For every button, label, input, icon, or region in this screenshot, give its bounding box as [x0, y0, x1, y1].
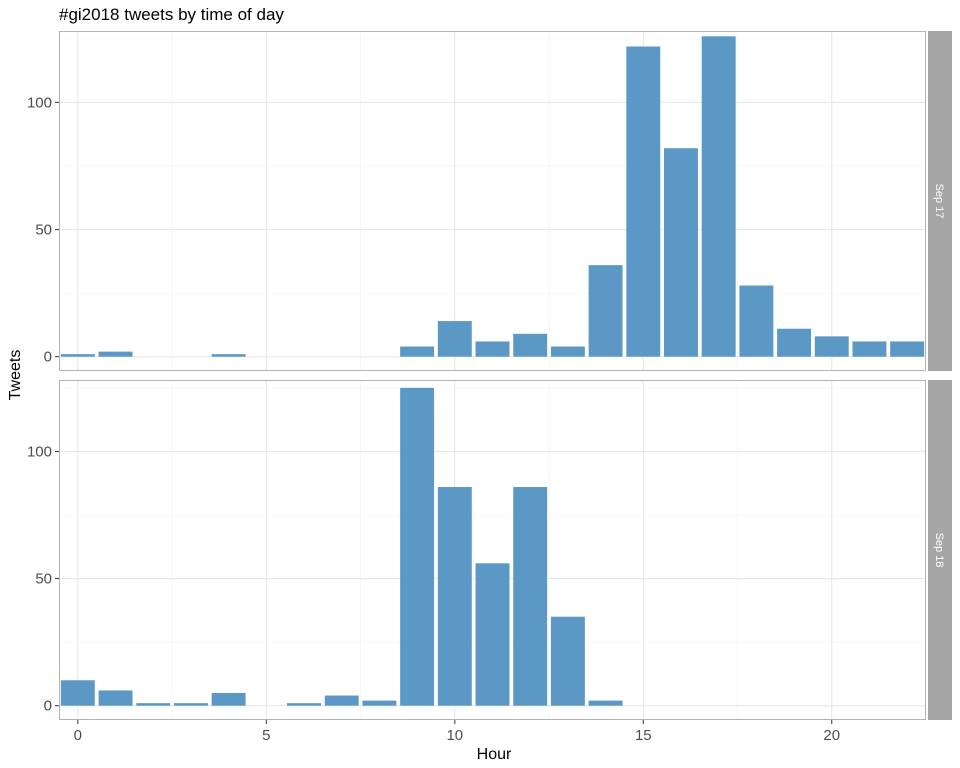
bar-sep-18-hour-3	[173, 703, 208, 706]
bar-sep-18-hour-4	[211, 692, 246, 706]
facet-panel-1: 0 50 100 Sep 17	[27, 31, 952, 371]
bar-sep-18-hour-11	[475, 563, 510, 706]
bar-sep-17-hour-15	[626, 46, 661, 357]
bar-sep-17-hour-17	[701, 36, 736, 357]
y-axis-title: Tweets	[7, 350, 24, 401]
bar-sep-17-hour-22	[890, 341, 925, 357]
bar-sep-17-hour-11	[475, 341, 510, 357]
bar-sep-17-hour-20	[814, 336, 849, 357]
bar-sep-17-hour-13	[550, 346, 585, 357]
y-tick-label: 100	[27, 94, 52, 111]
facet-strip	[928, 31, 952, 371]
x-tick-label: 20	[823, 727, 840, 744]
x-axis-ticks: 0 5 10 15 20	[74, 720, 840, 744]
facet-strip-label: Sep 18	[933, 533, 945, 568]
panel-border	[59, 380, 926, 720]
bar-sep-17-hour-9	[400, 346, 435, 357]
bar-sep-17-hour-18	[739, 285, 774, 357]
bar-sep-18-hour-1	[98, 690, 133, 706]
bar-sep-18-hour-14	[588, 700, 623, 706]
bar-sep-17-hour-21	[852, 341, 887, 357]
facet-panel-2: 0 50 100 Sep 18	[27, 380, 952, 720]
bar-sep-17-hour-16	[664, 148, 698, 357]
chart-title: #gi2018 tweets by time of day	[59, 5, 284, 24]
bar-sep-17-hour-4	[211, 354, 246, 357]
bar-sep-18-hour-2	[136, 703, 171, 706]
x-axis-title: Hour	[477, 746, 512, 763]
bar-sep-18-hour-10	[437, 487, 472, 706]
bar-sep-17-hour-1	[98, 351, 133, 357]
x-tick-label: 10	[446, 727, 463, 744]
y-tick-label: 100	[27, 443, 52, 460]
x-tick-label: 15	[635, 727, 652, 744]
bar-sep-17-hour-10	[437, 321, 472, 357]
y-tick-label: 0	[44, 698, 52, 715]
bar-sep-18-hour-13	[550, 616, 585, 706]
y-tick-label: 50	[35, 571, 52, 588]
bar-sep-18-hour-0	[60, 680, 95, 706]
bar-sep-17-hour-19	[777, 328, 812, 357]
y-tick-label: 50	[35, 222, 52, 239]
bar-sep-18-hour-6	[287, 703, 321, 706]
panel-border	[59, 31, 926, 371]
facet-strip	[928, 380, 952, 720]
x-tick-label: 5	[262, 727, 270, 744]
panel-background	[59, 31, 926, 371]
bar-sep-17-hour-0	[60, 354, 95, 357]
facets-layer: 0 50 100 Sep 17 0 50 100 Sep 18	[27, 31, 952, 720]
bar-sep-18-hour-8	[362, 700, 397, 706]
y-tick-label: 0	[44, 349, 52, 366]
bar-sep-17-hour-12	[513, 333, 548, 357]
bar-sep-18-hour-9	[400, 387, 435, 706]
x-tick-label: 0	[74, 727, 82, 744]
bar-sep-18-hour-12	[513, 487, 548, 706]
bar-sep-17-hour-14	[588, 265, 623, 357]
facet-strip-label: Sep 17	[933, 184, 945, 219]
bar-sep-18-hour-7	[324, 695, 359, 706]
